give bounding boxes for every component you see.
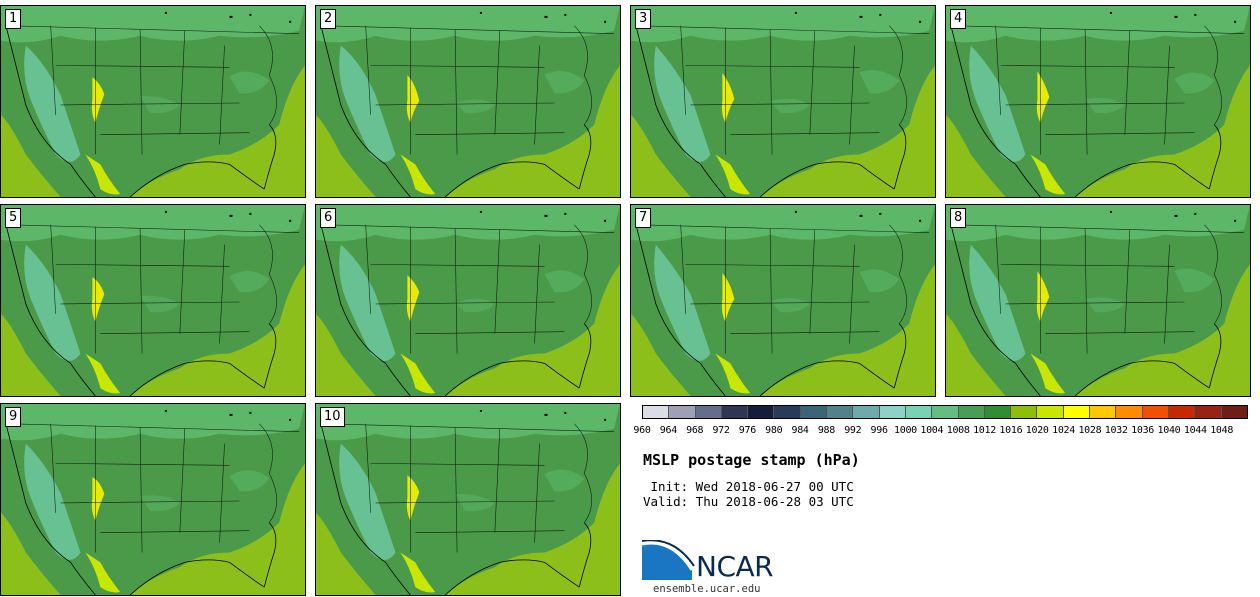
colorbar-swatch: [1142, 406, 1169, 418]
member-number-label: 10: [320, 407, 345, 427]
ncar-logo-icon: [642, 540, 695, 580]
colorbar-tick-label: 988: [817, 425, 835, 436]
member-map-panel: 2: [315, 5, 621, 198]
colorbar-swatch: [1011, 406, 1038, 418]
colorbar-tick-label: 976: [738, 425, 756, 436]
colorbar-tick-label: 1028: [1078, 425, 1102, 436]
colorbar-tick-label: 1012: [973, 425, 996, 436]
colorbar-swatch: [748, 406, 775, 418]
colorbar-tick-label: 1020: [1025, 425, 1049, 436]
colorbar-tick-label: 1044: [1183, 425, 1207, 436]
ncar-logo-text: NCAR: [696, 550, 774, 583]
member-map-panel: 9: [0, 403, 306, 596]
colorbar-tick-label: 1048: [1210, 425, 1234, 436]
member-map-panel: 6: [315, 204, 621, 397]
colorbar-swatch: [669, 406, 696, 418]
colorbar-swatch: [1195, 406, 1222, 418]
member-map-panel: 7: [630, 204, 936, 397]
member-number-label: 7: [635, 208, 652, 228]
member-map-panel: 5: [0, 204, 306, 397]
colorbar-swatch: [958, 406, 985, 418]
colorbar-swatch: [984, 406, 1012, 418]
colorbar-tick-label: 1024: [1052, 425, 1075, 436]
member-map-panel: 8: [945, 204, 1251, 397]
member-number-label: 9: [5, 407, 22, 427]
colorbar-swatch: [1116, 406, 1143, 418]
colorbar-swatch: [905, 406, 933, 418]
colorbar-swatch: [721, 406, 749, 418]
member-map-panel: 4: [945, 5, 1251, 198]
colorbar-swatch: [827, 406, 854, 418]
colorbar: [642, 405, 1248, 419]
colorbar-swatch: [853, 406, 880, 418]
member-number-label: 3: [635, 9, 652, 29]
colorbar-tick-label: 1036: [1131, 425, 1155, 436]
colorbar-swatch: [1037, 406, 1064, 418]
member-number-label: 6: [320, 208, 337, 228]
colorbar-swatch: [800, 406, 828, 418]
member-map-panel: 3: [630, 5, 936, 198]
colorbar-tick-label: 964: [659, 425, 677, 436]
colorbar-swatch: [1221, 406, 1247, 418]
colorbar-labels: 960 964 968 972 976 980 984 988 992 996 1000 1004 10…: [629, 424, 1249, 438]
colorbar-swatch: [1168, 406, 1196, 418]
colorbar-tick-label: 1000: [894, 425, 917, 436]
colorbar-tick-label: 968: [686, 425, 704, 436]
colorbar-tick-label: 1004: [920, 425, 944, 436]
colorbar-tick-label: 1032: [1104, 425, 1128, 436]
member-map-panel: 10: [315, 403, 621, 596]
colorbar-tick-label: 1016: [999, 425, 1023, 436]
colorbar-tick-label: 1008: [946, 425, 970, 436]
member-number-label: 2: [320, 9, 337, 29]
colorbar-swatch: [879, 406, 906, 418]
member-number-label: 4: [950, 9, 967, 29]
chart-title: MSLP postage stamp (hPa): [643, 451, 860, 469]
member-map-panel: 1: [0, 5, 306, 198]
colorbar-tick-label: 984: [791, 425, 809, 436]
colorbar-tick-label: 980: [765, 425, 783, 436]
colorbar-tick-label: 972: [712, 425, 730, 436]
colorbar-swatch: [1063, 406, 1091, 418]
colorbar-swatch: [643, 406, 670, 418]
valid-time: Valid: Thu 2018-06-28 03 UTC: [643, 494, 854, 509]
colorbar-tick-label: 960: [633, 425, 651, 436]
colorbar-swatch: [1090, 406, 1117, 418]
colorbar-swatch: [774, 406, 801, 418]
colorbar-tick-label: 1040: [1157, 425, 1181, 436]
member-number-label: 1: [5, 9, 22, 29]
site-url: ensemble.ucar.edu: [653, 583, 761, 595]
colorbar-tick-label: 992: [844, 425, 862, 436]
colorbar-swatch: [695, 406, 722, 418]
colorbar-swatch: [932, 406, 959, 418]
colorbar-tick-label: 996: [870, 425, 888, 436]
member-number-label: 5: [5, 208, 22, 228]
init-time: Init: Wed 2018-06-27 00 UTC: [643, 479, 854, 494]
member-number-label: 8: [950, 208, 967, 228]
